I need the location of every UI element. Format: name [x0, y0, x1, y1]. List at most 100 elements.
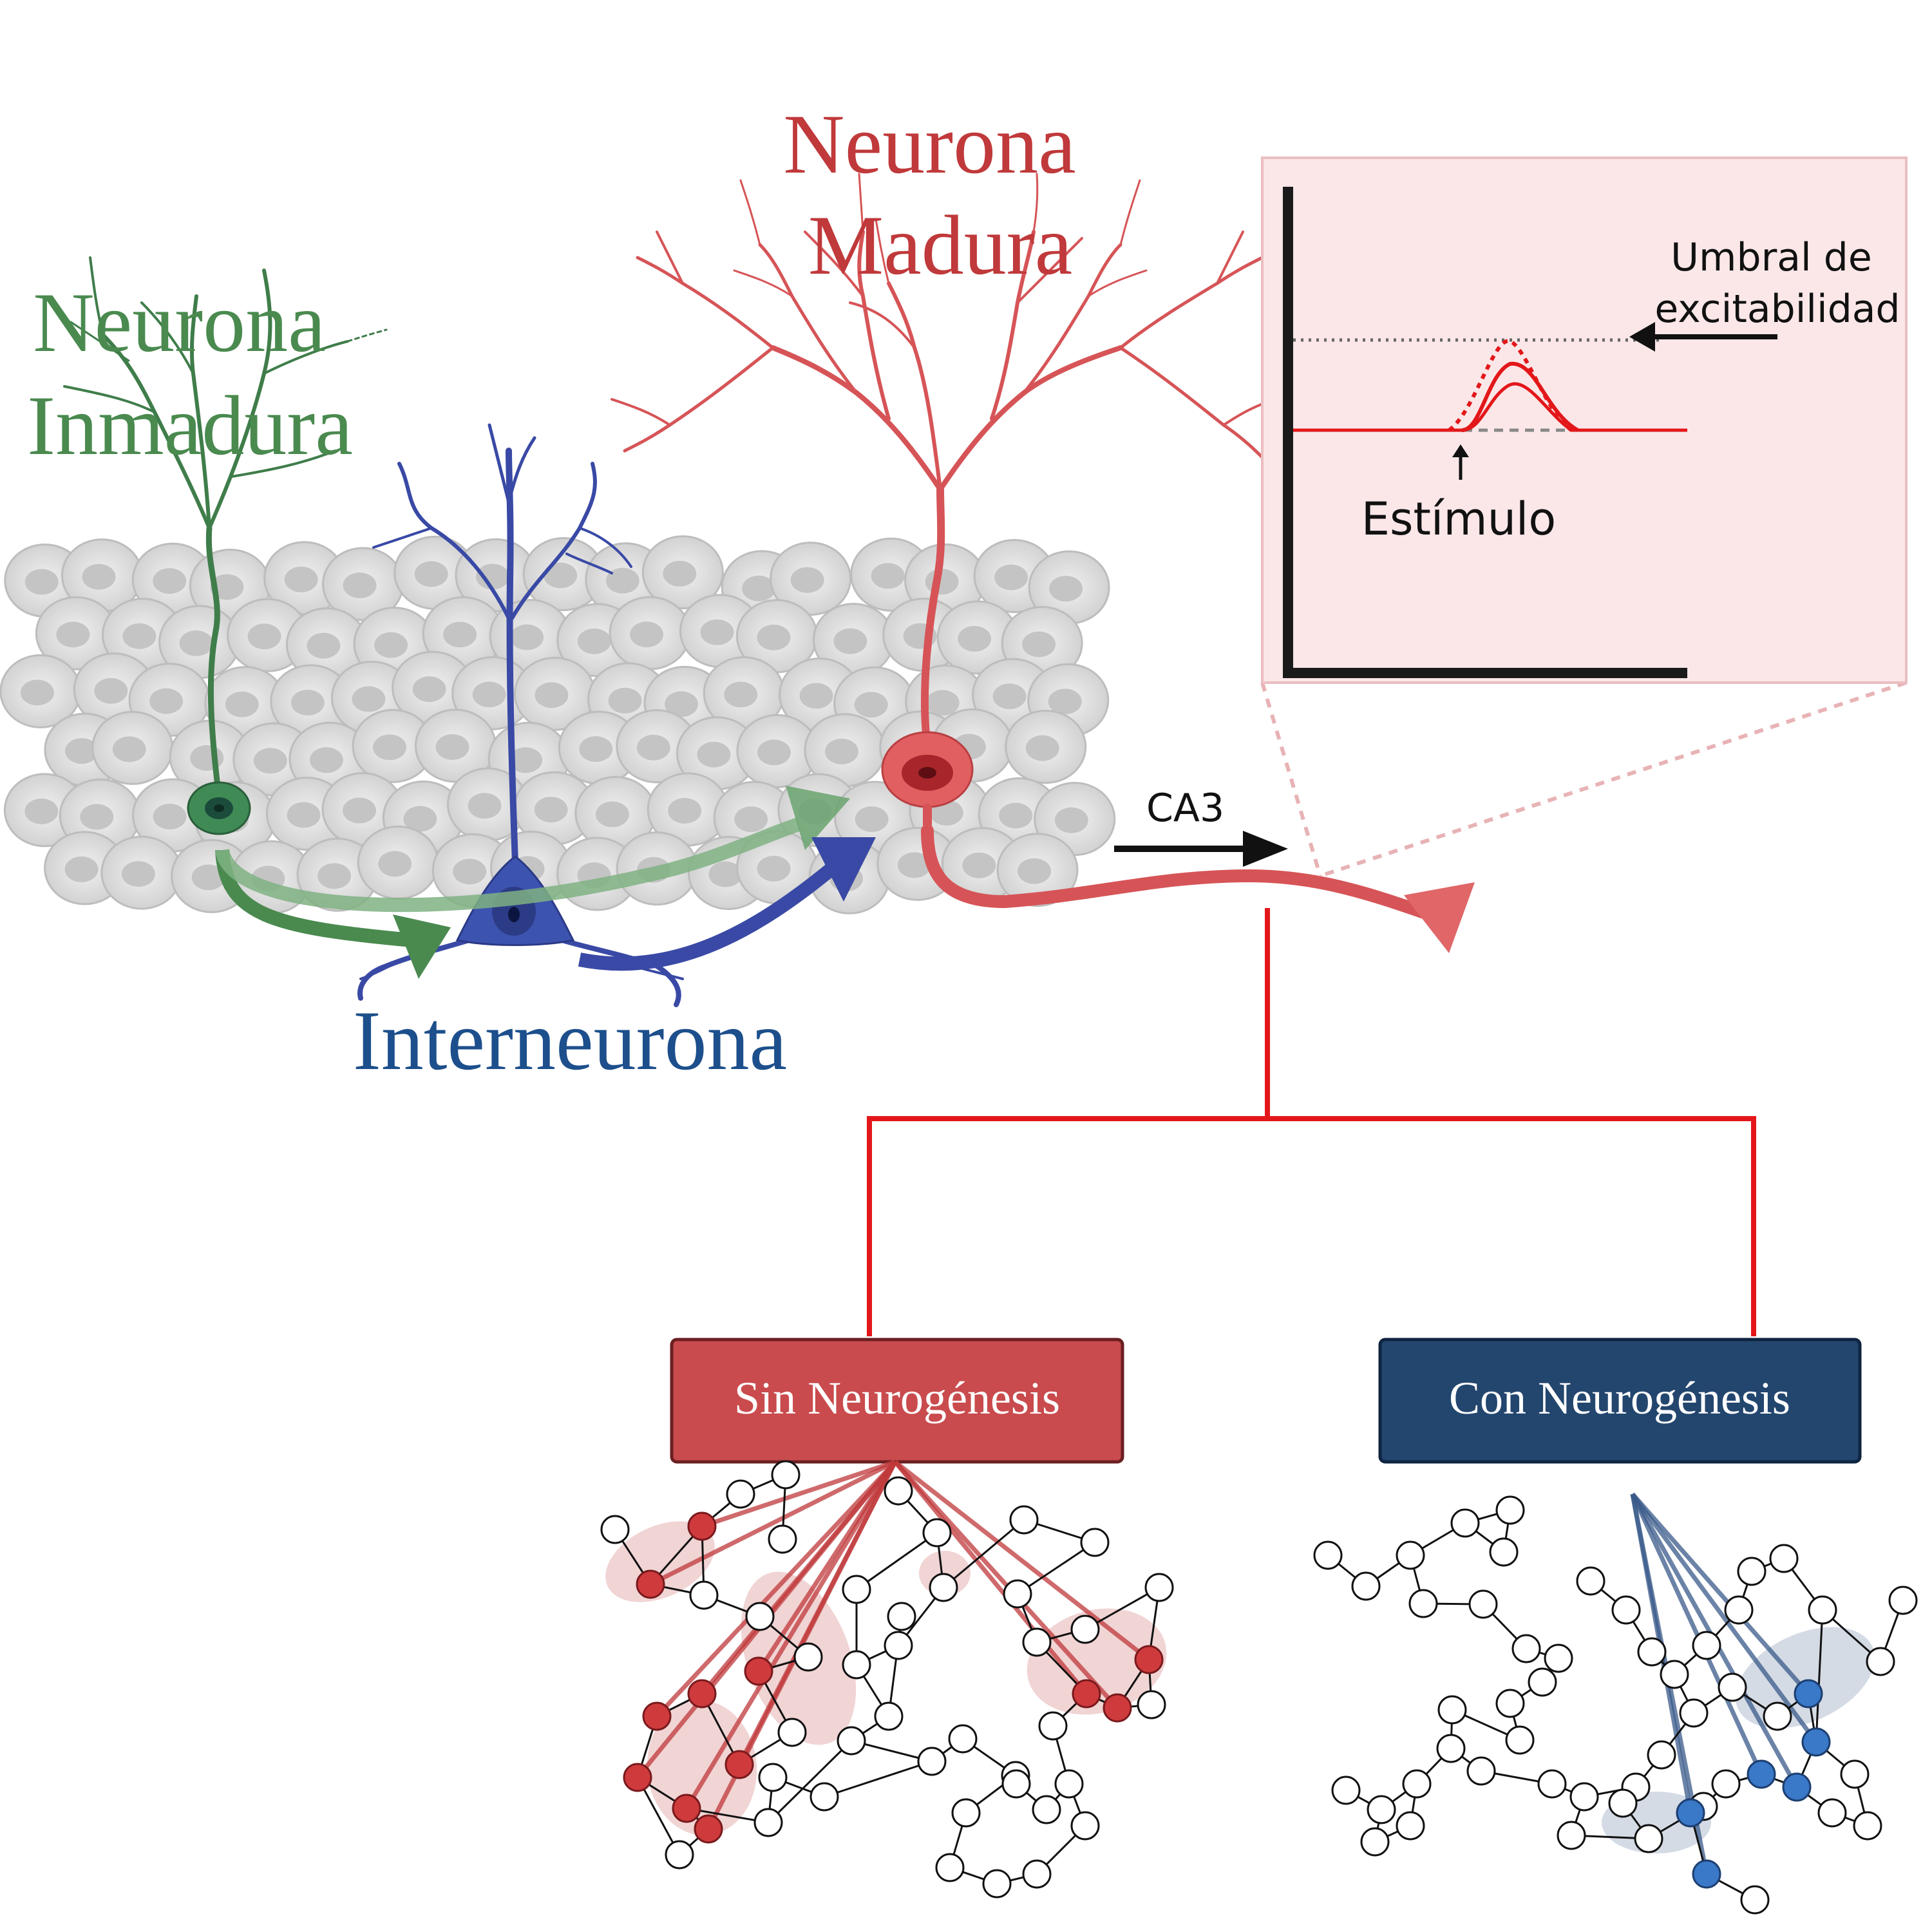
granule-cell-nucleus — [210, 574, 244, 600]
granule-cell-nucleus — [534, 797, 568, 823]
granule-cell-nucleus — [122, 623, 156, 649]
network-node — [1557, 1821, 1586, 1850]
granule-cell-nucleus — [343, 797, 377, 824]
granule-cell-nucleus — [309, 747, 343, 773]
granule-cell-layer — [0, 535, 1116, 914]
immature-neuron — [63, 256, 388, 835]
granule-cell-nucleus — [668, 797, 702, 824]
network-node — [917, 1747, 947, 1776]
granule-cell-nucleus — [757, 855, 791, 882]
network-node — [777, 1718, 807, 1747]
network-node — [935, 1853, 965, 1882]
network-node — [1038, 1711, 1068, 1741]
network-node — [1763, 1701, 1792, 1731]
granule-cell-nucleus — [544, 562, 578, 589]
network-node — [1679, 1698, 1709, 1728]
active-node — [636, 1569, 665, 1599]
active-node — [1072, 1679, 1101, 1709]
network-node — [689, 1580, 719, 1610]
network-node — [1437, 1695, 1467, 1725]
network-node — [1313, 1540, 1343, 1570]
network-node — [1396, 1540, 1425, 1570]
without-neurogenesis-box: Sin Neurogénesis — [670, 1338, 1124, 1464]
granule-cell-nucleus — [82, 564, 116, 590]
network-node — [1495, 1495, 1525, 1525]
response-trace — [1461, 361, 1579, 432]
active-node — [1676, 1798, 1705, 1828]
network-node — [1718, 1672, 1747, 1702]
granule-cell-nucleus — [757, 624, 791, 650]
network-node — [1144, 1573, 1174, 1602]
network-node — [753, 1808, 783, 1837]
active-node — [1103, 1693, 1132, 1723]
interneuron-projection — [578, 837, 876, 971]
granule-cell-nucleus — [897, 852, 931, 878]
active-node — [642, 1701, 672, 1731]
threshold-label: Umbral de excitabilidad — [1654, 235, 1900, 332]
granule-cell-nucleus — [153, 568, 187, 594]
network-node — [1637, 1637, 1667, 1667]
granule-cell-nucleus — [595, 801, 629, 828]
granule-cell-nucleus — [453, 858, 487, 885]
network-node — [810, 1782, 839, 1812]
granule-cell-nucleus — [510, 624, 544, 650]
granule-cell-nucleus — [854, 692, 888, 718]
network-node — [1544, 1643, 1573, 1673]
active-node — [724, 1750, 754, 1779]
granule-cell-nucleus — [56, 621, 90, 648]
excitability-inset: Umbral de excitabilidad Estímulo — [1261, 156, 1908, 684]
granule-cell-nucleus — [374, 632, 408, 658]
granule-cell-nucleus — [179, 630, 213, 656]
active-node — [623, 1763, 652, 1792]
active-node — [1782, 1772, 1812, 1802]
granule-cell-nucleus — [999, 802, 1033, 829]
network-edge — [824, 1760, 933, 1798]
ca3-label: CA3 — [1146, 786, 1224, 831]
active-node — [672, 1794, 701, 1823]
granule-cell-nucleus — [121, 861, 155, 887]
network-node — [951, 1798, 981, 1828]
network-node — [948, 1724, 978, 1754]
active-node — [694, 1814, 723, 1844]
granule-cell-nucleus — [317, 863, 352, 889]
active-node — [687, 1679, 717, 1709]
network-node — [1331, 1776, 1361, 1805]
network-node — [1576, 1566, 1605, 1596]
granule-cell-nucleus — [94, 677, 128, 704]
mature-neuron — [611, 173, 1475, 953]
granule-cell-nucleus — [697, 741, 731, 768]
network-node — [884, 1631, 913, 1660]
granule-cell-nucleus — [225, 691, 259, 717]
granule-cell-nucleus — [871, 563, 905, 589]
network-node — [1769, 1544, 1799, 1573]
granule-cell-nucleus — [958, 625, 992, 652]
granule-cell-nucleus — [757, 739, 791, 766]
granule-cell-nucleus — [577, 628, 611, 654]
granule-cell-nucleus — [112, 736, 146, 762]
projection-line — [655, 1460, 897, 1718]
network-node — [1660, 1660, 1689, 1689]
network-node — [771, 1460, 800, 1490]
network-node — [1888, 1586, 1918, 1615]
granule-cell-nucleus — [630, 621, 664, 648]
granule-cell-nucleus — [290, 690, 325, 716]
network-node — [1450, 1508, 1480, 1538]
granule-cell-nucleus — [509, 747, 543, 773]
granule-cell-nucleus — [790, 567, 824, 593]
network-node — [1070, 1615, 1100, 1644]
granule-cell-nucleus — [378, 851, 412, 877]
network-node — [1737, 1557, 1766, 1586]
active-node — [1747, 1759, 1776, 1789]
projection-line — [685, 1461, 897, 1810]
network-node — [922, 1518, 952, 1548]
network-node — [1054, 1769, 1084, 1799]
network-node — [1396, 1811, 1425, 1841]
network-node — [1608, 1788, 1638, 1818]
zoom-connector — [1260, 681, 1907, 878]
network-node — [1692, 1631, 1721, 1660]
network-node — [1711, 1769, 1741, 1799]
network-node — [1367, 1795, 1396, 1824]
granule-cell-nucleus — [284, 566, 318, 592]
granule-cell-nucleus — [579, 736, 613, 762]
granule-cell-nucleus — [307, 632, 341, 659]
